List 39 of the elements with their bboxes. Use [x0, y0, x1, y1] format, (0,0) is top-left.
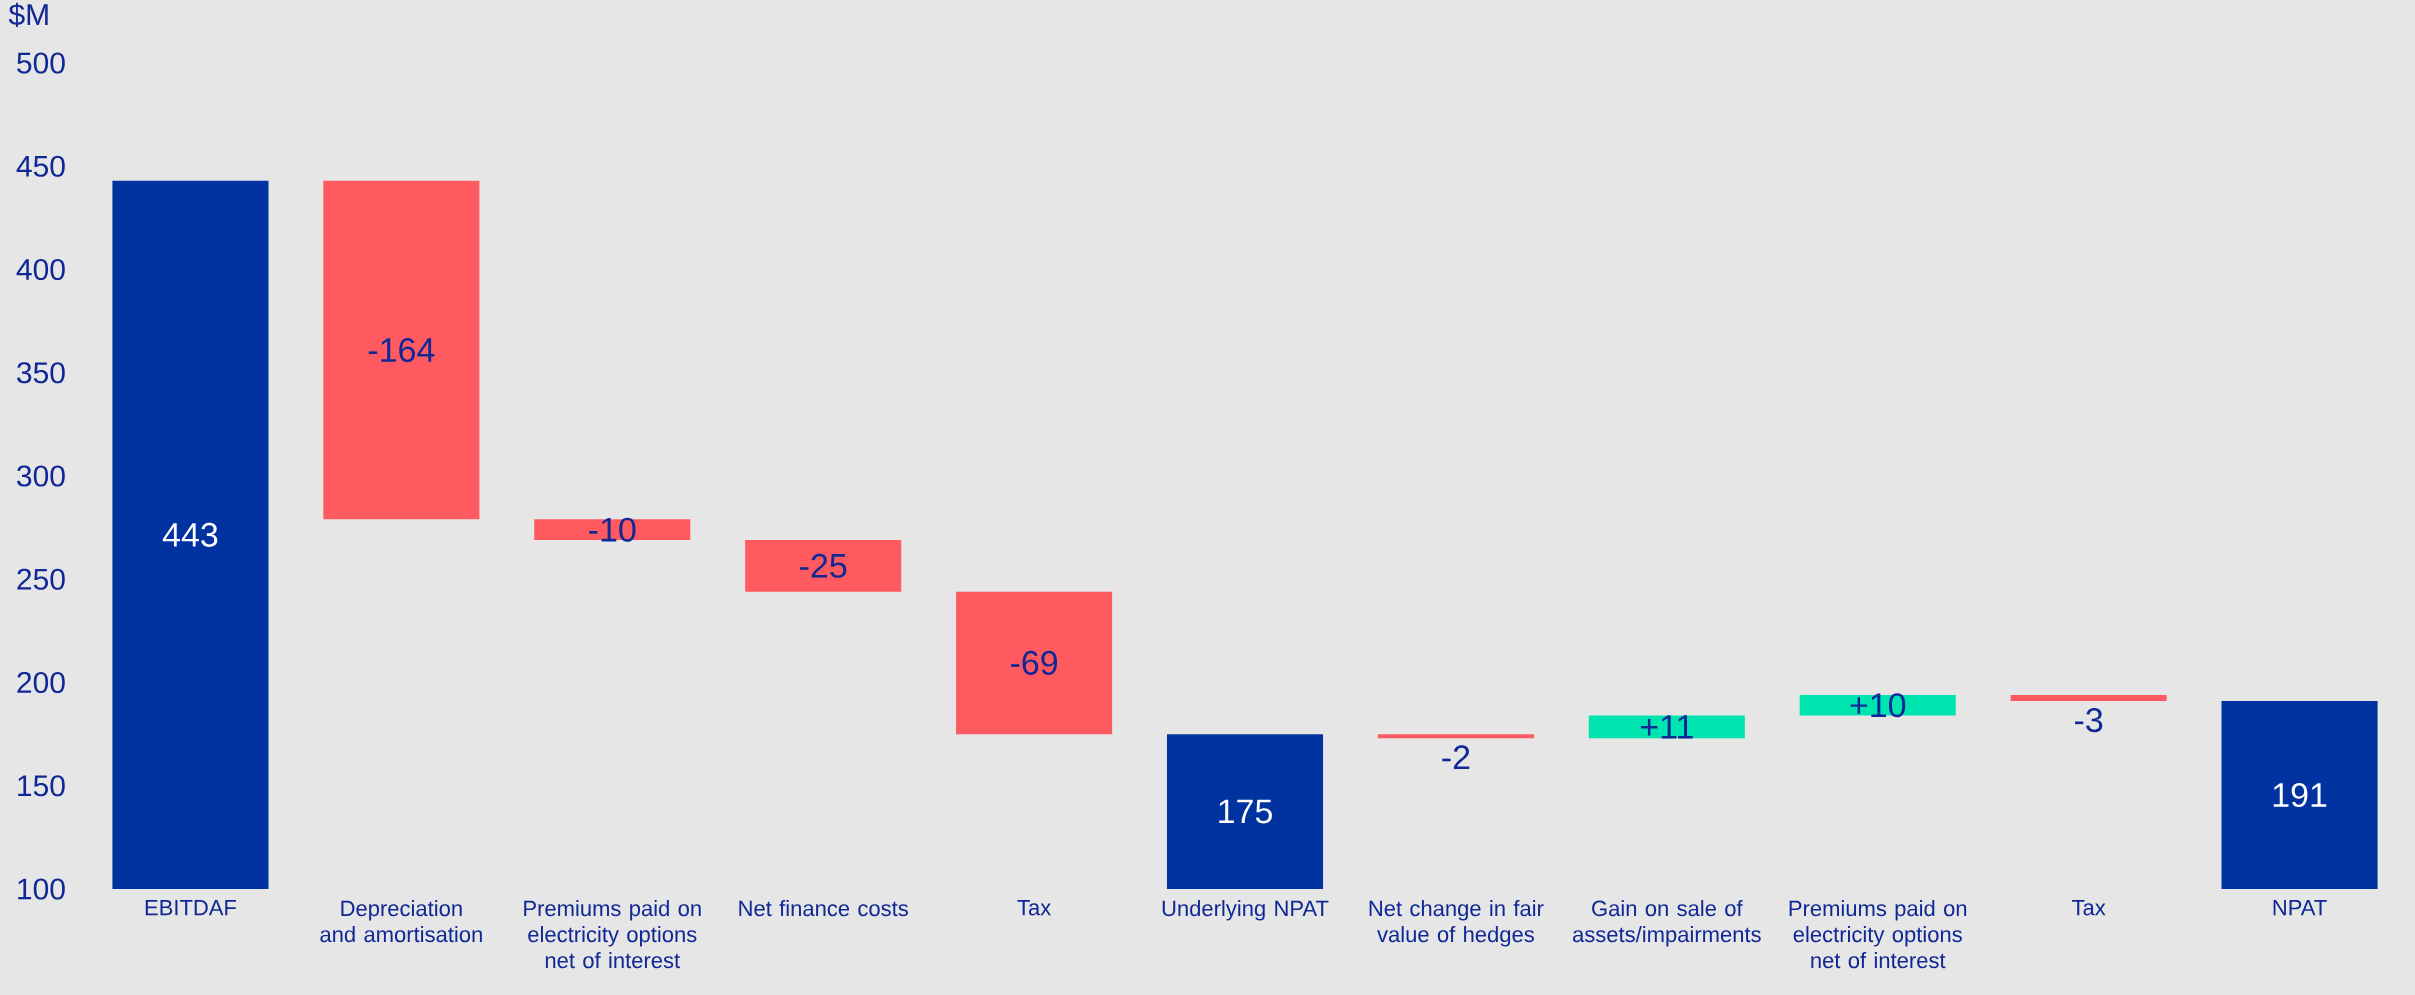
x-tick-label: EBITDAF: [145, 900, 237, 916]
bar: [745, 540, 902, 592]
y-tick-label: 150: [18, 775, 65, 797]
data-label: -10: [589, 517, 636, 542]
y-tick-label: 350: [17, 362, 65, 384]
bar: [323, 180, 480, 520]
data-label: 175: [1219, 799, 1272, 824]
x-tick-label: Premiums paid on electricity options net of interest: [524, 900, 701, 969]
x-tick-label: Premiums paid on electricity options net of interest: [1789, 900, 1967, 969]
y-tick-label: 200: [17, 671, 65, 694]
data-label: 443: [162, 522, 218, 547]
bar: [1377, 734, 1534, 739]
y-tick-label: 100: [18, 878, 65, 900]
bar: [2010, 694, 2167, 702]
data-label: 191: [2273, 783, 2327, 808]
y-tick-label: 450: [16, 155, 65, 177]
x-tick-label: Net finance costs: [739, 900, 908, 917]
y-axis-title: $M: [8, 2, 48, 28]
x-tick-label: Underlying NPAT: [1162, 900, 1329, 921]
x-tick-label: Tax: [1017, 900, 1051, 916]
bar: [956, 591, 1113, 735]
data-label: +10: [1850, 693, 1906, 718]
data-label: -25: [800, 553, 847, 578]
x-tick-label: Tax: [2072, 900, 2106, 916]
x-tick-label: Depreciation and amortisation: [320, 900, 482, 943]
data-label: -69: [1011, 650, 1058, 675]
data-label: -2: [1442, 745, 1470, 770]
y-tick-label: 400: [16, 258, 65, 281]
data-label: +11: [1640, 715, 1693, 739]
x-tick-label: Gain on sale of assets/impairments: [1573, 900, 1761, 947]
y-tick-label: 250: [17, 568, 65, 590]
y-tick-label: 500: [17, 52, 65, 74]
x-tick-label: Net change in fair value of hedges: [1369, 900, 1544, 947]
bar: [1799, 694, 1956, 716]
x-tick-label: NPAT: [2273, 900, 2327, 916]
bar: [534, 519, 691, 541]
y-tick-label: 300: [17, 465, 65, 487]
data-label: -3: [2075, 708, 2103, 733]
data-label: -164: [368, 337, 435, 363]
